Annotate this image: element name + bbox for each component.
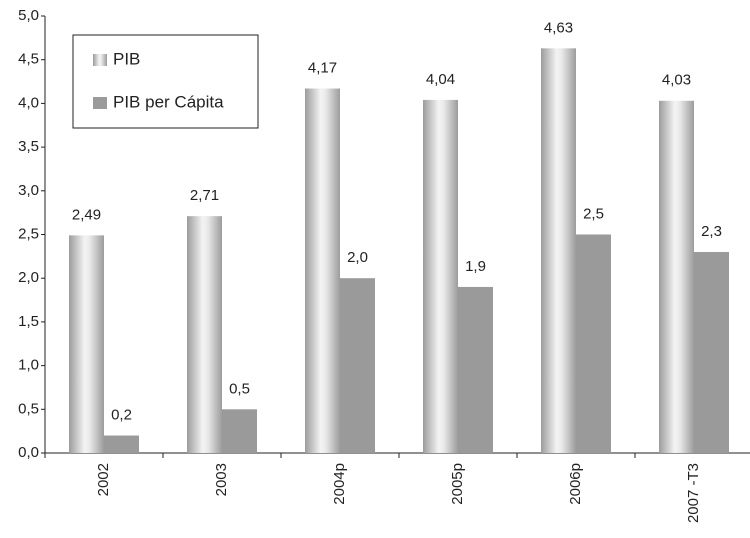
value-label: 0,5 [229, 380, 250, 397]
bar [659, 100, 694, 453]
legend-label: PIB per Cápita [113, 92, 224, 111]
value-label: 2,71 [190, 187, 219, 204]
y-tick-label: 5,0 [18, 7, 39, 24]
value-label: 1,9 [465, 258, 486, 275]
value-label: 4,03 [662, 72, 691, 89]
value-label: 2,3 [701, 223, 722, 240]
bar [305, 88, 340, 454]
bar [222, 409, 257, 453]
x-tick-label: 2003 [213, 463, 230, 496]
value-label: 4,17 [308, 60, 337, 77]
x-tick-label: 2007 -T3 [685, 463, 702, 523]
bar [694, 251, 729, 453]
value-label: 0,2 [111, 406, 132, 423]
y-tick-label: 3,5 [18, 138, 39, 155]
y-tick-label: 4,0 [18, 94, 39, 111]
legend-swatch [93, 97, 107, 109]
x-tick-label: 2005p [449, 463, 466, 505]
y-tick-label: 4,5 [18, 51, 39, 68]
legend-label: PIB [113, 49, 140, 68]
bar [340, 278, 375, 453]
value-label: 4,63 [544, 19, 573, 36]
y-tick-label: 1,5 [18, 313, 39, 330]
x-tick-label: 2006p [567, 463, 584, 505]
legend-swatch [93, 54, 107, 66]
bar [458, 286, 493, 453]
y-tick-label: 1,0 [18, 357, 39, 374]
bar [423, 99, 458, 454]
bar [104, 435, 139, 453]
bar [69, 235, 104, 453]
x-tick-label: 2002 [95, 463, 112, 496]
value-label: 2,5 [583, 205, 604, 222]
y-tick-label: 0,0 [18, 444, 39, 461]
y-tick-label: 2,0 [18, 269, 39, 286]
legend-box [72, 34, 259, 129]
y-tick-label: 2,5 [18, 225, 39, 242]
value-label: 4,04 [426, 71, 455, 88]
bar [187, 216, 222, 453]
bar [541, 48, 576, 453]
bar [576, 234, 611, 453]
x-tick-label: 2004p [331, 463, 348, 505]
y-tick-label: 0,5 [18, 400, 39, 417]
value-label: 2,0 [347, 249, 368, 266]
y-tick-label: 3,0 [18, 182, 39, 199]
value-label: 2,49 [72, 206, 101, 223]
